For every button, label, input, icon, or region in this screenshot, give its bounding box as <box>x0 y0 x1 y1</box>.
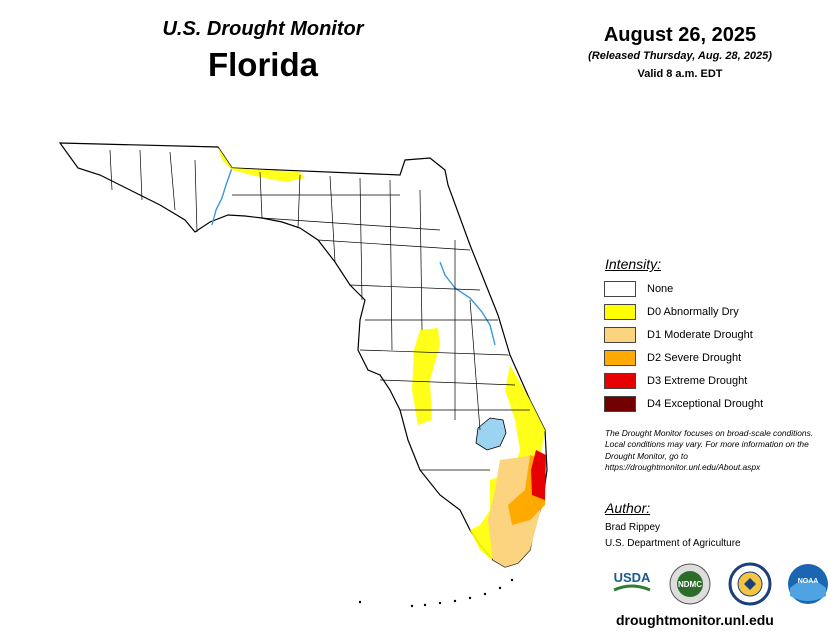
lake-okeechobee <box>475 417 507 451</box>
d3-southeast <box>531 450 546 500</box>
usda-logo: USDA <box>610 562 654 606</box>
doc-seal <box>728 562 772 606</box>
legend-swatch <box>604 396 636 412</box>
legend-swatch <box>604 304 636 320</box>
author-org: U.S. Department of Agriculture <box>605 538 741 549</box>
legend-label: D4 Exceptional Drought <box>647 398 764 410</box>
state-name: Florida <box>207 46 318 83</box>
legend-swatch <box>604 350 636 366</box>
legend-label: D1 Moderate Drought <box>647 329 753 341</box>
release-date: (Released Thursday, Aug. 28, 2025) <box>588 50 772 62</box>
map-title: U.S. Drought Monitor <box>162 18 364 40</box>
legend-title: Intensity: <box>605 256 662 272</box>
website-url[interactable]: droughtmonitor.unl.edu <box>616 612 774 628</box>
county-lines <box>109 149 530 471</box>
svg-text:NDMC: NDMC <box>678 580 702 589</box>
noaa-logo: NOAA <box>786 562 830 606</box>
apalachicola-river <box>211 167 233 226</box>
legend-label: D0 Abnormally Dry <box>647 306 739 318</box>
d0-southeast <box>470 365 545 560</box>
svg-text:USDA: USDA <box>614 570 651 585</box>
legend-swatch <box>604 281 636 297</box>
d0-panhandle <box>218 147 305 182</box>
legend-label: None <box>647 283 674 295</box>
svg-text:NOAA: NOAA <box>798 578 819 585</box>
valid-time: Valid 8 a.m. EDT <box>637 68 723 80</box>
legend-item: D2 Severe Drought <box>604 349 741 367</box>
legend-label: D2 Severe Drought <box>647 352 742 364</box>
legend-item: D1 Moderate Drought <box>604 326 753 344</box>
florida-keys <box>358 578 514 608</box>
legend-item: None <box>604 280 673 298</box>
ndmc-logo: NDMC <box>668 562 712 606</box>
author-name: Brad Rippey <box>605 522 661 533</box>
legend-label: D3 Extreme Drought <box>647 375 748 387</box>
legend-item: D3 Extreme Drought <box>604 372 747 390</box>
disclaimer-note: The Drought Monitor focuses on broad-sca… <box>605 428 814 473</box>
legend-swatch <box>604 373 636 389</box>
florida-drought-map <box>58 142 548 608</box>
legend-item: D4 Exceptional Drought <box>604 395 763 413</box>
st-johns-river <box>439 261 496 346</box>
author-title: Author: <box>605 500 651 516</box>
florida-outline <box>58 142 548 568</box>
map-date: August 26, 2025 <box>603 24 757 46</box>
legend-swatch <box>604 327 636 343</box>
legend-item: D0 Abnormally Dry <box>604 303 739 321</box>
